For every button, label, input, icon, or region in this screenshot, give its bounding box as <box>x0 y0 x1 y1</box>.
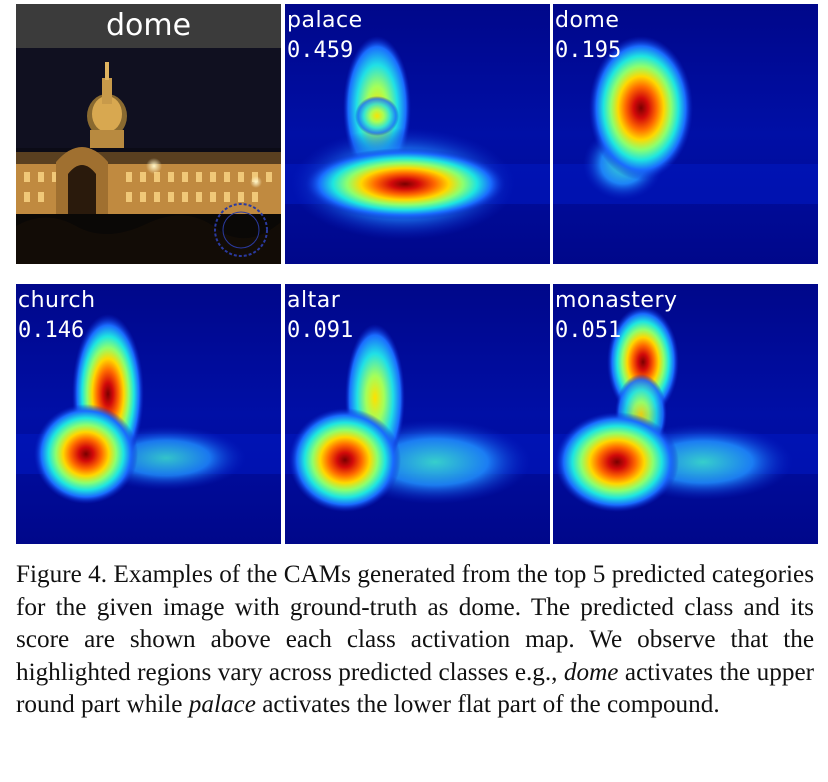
heatmap-church <box>16 284 281 544</box>
cam-panel-palace: palace 0.459 <box>285 4 550 264</box>
input-ground-truth-label: dome <box>105 8 192 43</box>
input-title-bar <box>16 4 281 48</box>
cam-score: 0.459 <box>287 38 354 63</box>
heatmap-monastery <box>553 284 818 544</box>
cam-score: 0.091 <box>287 318 354 343</box>
cam-label: monastery <box>555 288 678 313</box>
caption-text: activates the upper round part while <box>16 658 815 719</box>
cam-panel-church: church 0.146 <box>16 284 281 544</box>
cam-label: church <box>18 288 96 313</box>
input-image-panel: dome <box>16 4 281 264</box>
cam-score: 0.195 <box>555 38 622 63</box>
cam-label: palace <box>287 8 363 33</box>
cam-label: altar <box>287 288 341 313</box>
caption-term-palace: palace <box>188 691 256 719</box>
cam-label: dome <box>555 8 620 33</box>
heatmap-dome <box>553 4 818 264</box>
cam-panel-monastery: monastery 0.051 <box>553 284 818 544</box>
figure-caption: Figure 4. Examples of the CAMs generated… <box>16 559 814 722</box>
heatmap-altar <box>285 284 550 544</box>
cam-panel-dome: dome 0.195 <box>553 4 818 264</box>
cam-score: 0.146 <box>18 318 85 343</box>
caption-term-dome: dome <box>563 658 619 686</box>
cam-score: 0.051 <box>555 318 622 343</box>
caption-text: activates the lower flat part of the com… <box>255 691 720 719</box>
cam-panel-altar: altar 0.091 <box>285 284 550 544</box>
heatmap-palace <box>285 4 550 264</box>
caption-text: Figure 4. Examples of the CAMs generated… <box>16 561 814 686</box>
